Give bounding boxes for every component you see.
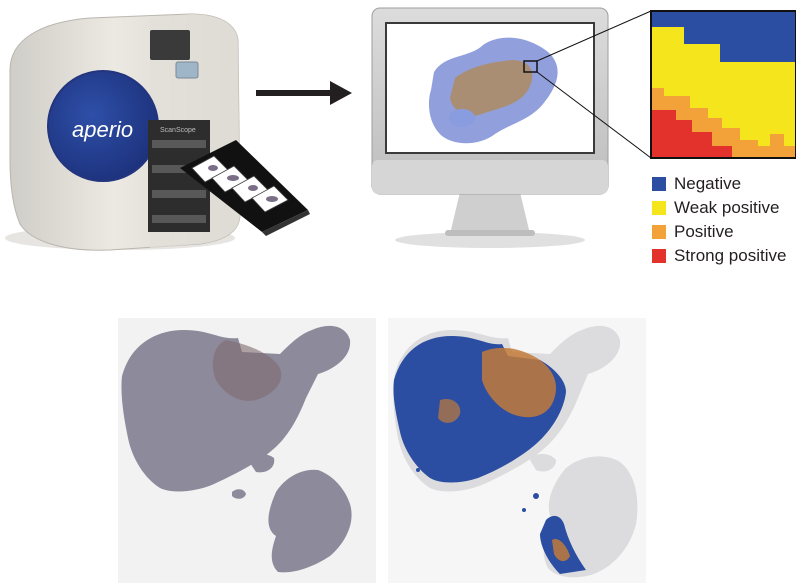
zoom-box <box>523 60 538 73</box>
scanner-brand-text: aperio <box>72 117 133 142</box>
legend-label: Strong positive <box>674 246 787 265</box>
legend-label: Negative <box>674 174 742 193</box>
legend-item-positive: Positive <box>652 220 786 244</box>
legend-item-weak-positive: Weak positive <box>652 196 786 220</box>
legend-label: Weak positive <box>674 198 780 217</box>
legend: Negative Weak positive Positive Strong p… <box>652 172 786 268</box>
zoom-line-bottom <box>536 71 652 159</box>
legend-swatch-negative <box>652 177 666 191</box>
scanner-icon: aperio ScanScope <box>5 13 241 251</box>
legend-swatch-positive <box>652 225 666 239</box>
legend-swatch-strong-positive <box>652 249 666 263</box>
zoom-line-top <box>536 10 652 62</box>
heatmap-zoom <box>650 10 796 159</box>
monitor-icon <box>371 7 609 248</box>
slide-analyzed <box>388 318 646 583</box>
slide-tray-icon <box>180 140 310 236</box>
legend-label: Positive <box>674 222 734 241</box>
arrow-right-icon <box>256 81 352 105</box>
legend-item-negative: Negative <box>652 172 786 196</box>
legend-swatch-weak-positive <box>652 201 666 215</box>
scanner-slot-text: ScanScope <box>160 127 196 134</box>
slide-original <box>118 318 376 583</box>
legend-item-strong-positive: Strong positive <box>652 244 786 268</box>
